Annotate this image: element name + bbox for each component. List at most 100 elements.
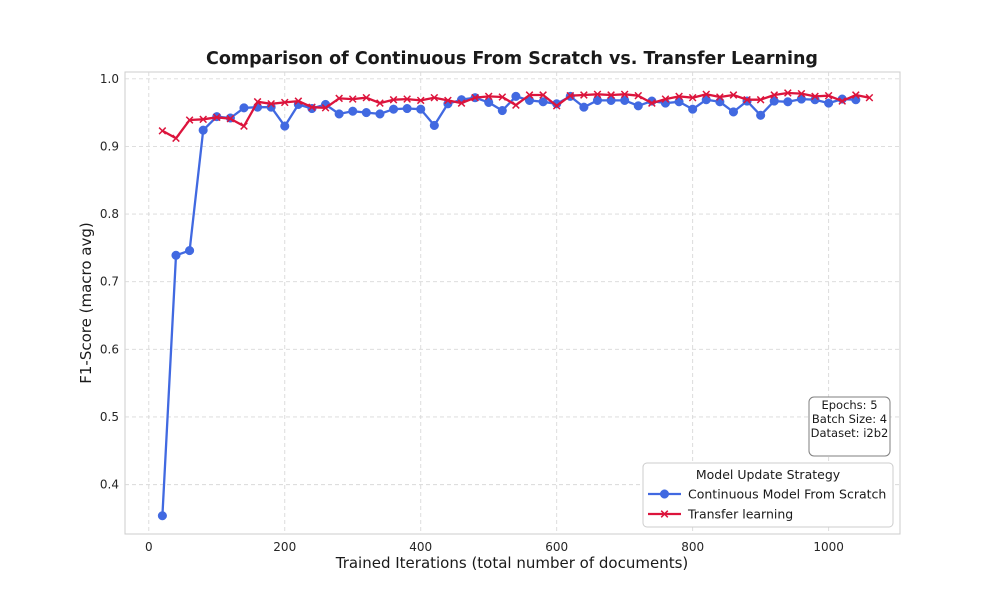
y-tick-label: 0.9 (100, 139, 119, 153)
x-tick-label: 1000 (813, 540, 844, 554)
data-point (362, 93, 371, 102)
data-point (498, 93, 507, 101)
data-point (729, 91, 738, 99)
info-box-frame (808, 396, 891, 457)
data-point (429, 120, 439, 130)
data-point (280, 98, 289, 107)
data-point (497, 106, 507, 116)
data-point (579, 102, 589, 112)
y-tick-label: 0.8 (100, 207, 119, 221)
data-point (811, 92, 819, 101)
data-point (675, 92, 683, 101)
data-point (280, 121, 290, 131)
data-point (335, 94, 343, 103)
data-point (716, 93, 724, 101)
data-point (348, 106, 358, 116)
data-point (430, 93, 439, 102)
data-point (403, 95, 411, 103)
data-point (348, 95, 357, 103)
y-tick-label: 0.6 (100, 342, 119, 356)
y-tick-label: 0.5 (100, 410, 119, 424)
data-point (185, 116, 194, 124)
data-point (416, 104, 426, 114)
legend-title: Model Update Strategy (696, 467, 841, 482)
data-point (157, 511, 167, 521)
y-tick-label: 0.4 (100, 478, 119, 492)
data-point (240, 122, 248, 130)
series-transfer-learning (158, 89, 874, 143)
data-point (620, 95, 630, 105)
data-point (321, 104, 330, 112)
x-tick-label: 0 (145, 540, 153, 554)
data-point (770, 91, 779, 99)
series-layer (157, 89, 874, 521)
data-point (824, 98, 834, 108)
data-point (388, 104, 399, 114)
data-point (361, 108, 371, 118)
data-point (580, 91, 588, 99)
data-point (525, 91, 534, 99)
data-point (797, 89, 806, 98)
data-point (199, 115, 208, 124)
data-point (566, 91, 575, 100)
info-epochs: Epochs: 5 (821, 398, 877, 412)
info-batch-size: Batch Size: 4 (812, 412, 887, 426)
data-point (402, 103, 412, 114)
info-box: Epochs: 5 Batch Size: 4 Dataset: i2b2 (808, 396, 891, 457)
x-axis-title: Trained Iterations (total number of docu… (335, 554, 689, 572)
data-point (334, 109, 344, 119)
plot-area (124, 71, 901, 535)
data-point (756, 110, 766, 120)
data-point (511, 91, 521, 101)
legend-entries: Continuous Model From Scratch Transfer le… (648, 487, 886, 522)
data-point (633, 101, 643, 111)
data-point (267, 99, 275, 108)
data-point (688, 93, 697, 102)
data-point (253, 97, 262, 106)
data-point (538, 97, 548, 107)
data-point (484, 92, 493, 101)
x-tick-label: 600 (545, 540, 568, 554)
data-point (743, 95, 751, 104)
legend-swatch-marker (660, 510, 669, 518)
legend-frame (642, 462, 894, 528)
data-point (702, 90, 711, 99)
x-tick-label: 800 (681, 540, 704, 554)
data-point (648, 99, 656, 107)
data-point (715, 97, 725, 107)
data-point (851, 91, 860, 99)
data-point (607, 91, 615, 99)
data-point (824, 91, 833, 100)
axis-ticks: 0 200 400 600 800 1000 0.4 0.5 0.6 0.7 0.8 0.9 1.0 (100, 72, 844, 554)
data-point (838, 97, 847, 105)
data-point (171, 250, 181, 260)
x-tick-label: 400 (409, 540, 432, 554)
data-point (457, 99, 466, 107)
series-continuous-from-scratch (157, 91, 861, 521)
legend-swatch-marker (659, 489, 670, 499)
data-point (226, 114, 235, 123)
data-point (728, 107, 738, 117)
data-point (471, 93, 479, 102)
data-point (783, 97, 793, 107)
legend-label: Transfer learning (687, 507, 793, 522)
data-point (661, 95, 670, 103)
data-point (172, 134, 180, 143)
data-point (620, 90, 629, 99)
data-point (239, 103, 249, 113)
x-tick-label: 200 (273, 540, 296, 554)
data-point (756, 95, 765, 104)
data-point (308, 103, 316, 112)
data-point (539, 91, 547, 99)
data-point (484, 97, 494, 107)
legend-label: Continuous Model From Scratch (688, 487, 886, 502)
data-point (376, 99, 384, 107)
data-point (198, 125, 208, 135)
data-point (552, 101, 561, 110)
y-axis-title: F1-Score (macro avg) (77, 222, 95, 384)
data-point (592, 95, 603, 105)
data-point (444, 96, 452, 105)
data-point (294, 97, 303, 105)
legend: Model Update Strategy Continuous Model F… (642, 462, 894, 528)
